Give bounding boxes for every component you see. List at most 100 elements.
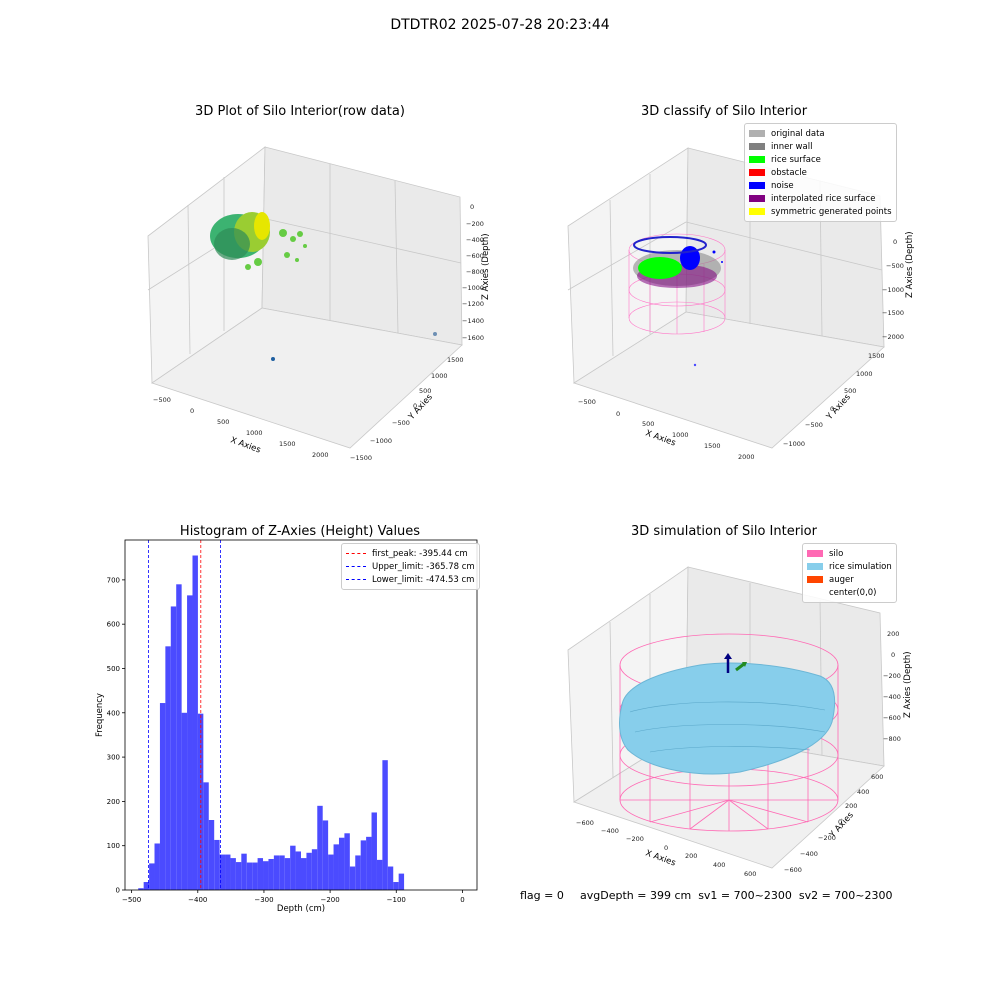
legend-line-upper-limit: [346, 566, 366, 567]
sim-ztick-5: −800: [883, 735, 901, 743]
histogram-xlabel: Depth (cm): [277, 904, 325, 914]
histogram-bar: [203, 782, 209, 890]
classify-xtick-1: 0: [616, 410, 620, 418]
simulation-auger: [724, 653, 747, 673]
classify-ytick-2: 0: [830, 405, 834, 413]
histogram-bar: [301, 858, 307, 890]
legend-label-symmetric: symmetric generated points: [771, 206, 892, 217]
histogram-ylabel: Frequency: [95, 693, 105, 737]
legend-swatch-noise: [749, 182, 765, 189]
legend-label-upper-limit: Upper_limit: -365.78 cm: [372, 561, 475, 572]
histogram-bar: [219, 854, 226, 890]
histogram-bar: [159, 703, 166, 890]
simulation-legend: silo rice simulation auger center(0,0): [802, 543, 897, 603]
sim-xtick-4: 200: [685, 852, 697, 860]
histogram-bar: [376, 859, 383, 890]
legend-item-noise: noise: [749, 179, 892, 192]
legend-item-original-data: original data: [749, 127, 892, 140]
histogram-bar: [393, 882, 399, 890]
raw-3d-axes-box: [147, 146, 463, 449]
legend-item-rice-simulation: rice simulation: [807, 560, 892, 573]
simulation-3d-plot: X Axies Y Axies Z Axies (Depth) −600 −40…: [567, 566, 913, 878]
sim-ytick-0: −600: [784, 866, 802, 874]
legend-item-first-peak: first_peak: -395.44 cm: [346, 547, 475, 560]
legend-swatch-center: [807, 589, 823, 596]
legend-label-lower-limit: Lower_limit: -474.53 cm: [372, 574, 475, 585]
raw-ytick-5: 1000: [431, 372, 448, 380]
raw-ztick-5: −1000: [462, 284, 484, 292]
raw-ytick-4: 500: [419, 387, 431, 395]
legend-swatch-rice-surface: [749, 156, 765, 163]
histogram-bar: [360, 840, 367, 890]
classify-xtick-5: 2000: [738, 453, 755, 461]
legend-swatch-interpolated: [749, 195, 765, 202]
histogram-bar: [317, 805, 323, 890]
raw-xlabel: X Axies: [229, 435, 262, 455]
classify-legend: original data inner wall rice surface ob…: [744, 123, 897, 222]
sim-ytick-1: −400: [800, 850, 818, 858]
legend-item-rice-surface: rice surface: [749, 153, 892, 166]
histogram-ytick-label: 200: [107, 798, 120, 806]
raw-ytick-2: −500: [392, 419, 410, 427]
histogram-bar: [338, 837, 345, 890]
raw-ztick-4: −800: [466, 268, 484, 276]
histogram-xtick-label: −400: [188, 896, 207, 904]
classify-ztick-2: −1000: [882, 286, 904, 294]
classify-ytick-5: 1500: [868, 352, 885, 360]
raw-xtick-4: 1500: [279, 440, 296, 448]
histogram-ytick-label: 500: [107, 665, 120, 673]
classify-xtick-2: 500: [642, 420, 654, 428]
status-avg-depth: avgDepth = 399 cm sv1 = 700~2300 sv2 = 7…: [580, 889, 893, 902]
legend-label-auger: auger: [829, 574, 854, 585]
sim-ztick-0: 200: [887, 630, 899, 638]
histogram-bar: [322, 820, 329, 890]
legend-item-auger: auger: [807, 573, 892, 586]
legend-item-inner-wall: inner wall: [749, 140, 892, 153]
classify-ytick-0: −1000: [783, 440, 805, 448]
raw-ytick-0: −1500: [350, 454, 372, 462]
legend-line-first-peak: [346, 553, 366, 554]
legend-item-silo: silo: [807, 547, 892, 560]
legend-label-original-data: original data: [771, 128, 825, 139]
histogram-bars: [138, 555, 405, 890]
raw-ztick-8: −1600: [462, 334, 484, 342]
raw-xtick-5: 2000: [312, 451, 329, 459]
raw-ztick-2: −400: [466, 236, 484, 244]
histogram-ytick-label: 600: [107, 621, 120, 629]
histogram-bar: [328, 854, 334, 890]
histogram-bar: [235, 862, 242, 890]
histogram-bar: [268, 858, 274, 890]
histogram-ytick-label: 700: [107, 576, 120, 584]
raw-xtick-0: −500: [153, 396, 171, 404]
histogram-bar: [208, 820, 215, 890]
status-flag: flag = 0: [520, 889, 564, 902]
histogram-bar: [230, 858, 236, 890]
classify-3d-plot: X Axies Y Axies Z Axies (Depth) −500 0 5…: [567, 147, 915, 461]
raw-ytick-1: −1000: [370, 437, 392, 445]
histogram-bar: [382, 760, 388, 890]
histogram-bar: [295, 851, 301, 890]
histogram-bar: [273, 855, 280, 890]
sim-xtick-3: 0: [664, 844, 668, 852]
raw-zlabel: Z Axies (Depth): [481, 233, 491, 300]
sim-xtick-0: −600: [576, 819, 594, 827]
histogram-bar: [192, 555, 198, 890]
histogram-y-ticks: 0 100 200 300 400 500 600 700: [107, 576, 125, 895]
sim-xtick-6: 600: [744, 870, 756, 878]
raw-plot-title: 3D Plot of Silo Interior(row data): [195, 104, 405, 119]
histogram-legend: first_peak: -395.44 cm Upper_limit: -365…: [341, 543, 480, 590]
sim-ytick-4: 200: [845, 802, 857, 810]
raw-ztick-7: −1400: [462, 317, 484, 325]
legend-label-noise: noise: [771, 180, 794, 191]
classify-zlabel: Z Axies (Depth): [905, 231, 915, 298]
sim-ztick-2: −200: [883, 672, 901, 680]
histogram-ytick-label: 300: [107, 754, 120, 762]
sim-ztick-4: −600: [883, 714, 901, 722]
legend-label-rice-surface: rice surface: [771, 154, 821, 165]
histogram-bar: [333, 844, 339, 890]
classify-ztick-4: −2000: [882, 333, 904, 341]
histogram-ytick-label: 400: [107, 709, 120, 717]
histogram-bar: [181, 712, 188, 890]
raw-ytick-3: 0: [413, 402, 417, 410]
sim-ztick-3: −400: [883, 693, 901, 701]
